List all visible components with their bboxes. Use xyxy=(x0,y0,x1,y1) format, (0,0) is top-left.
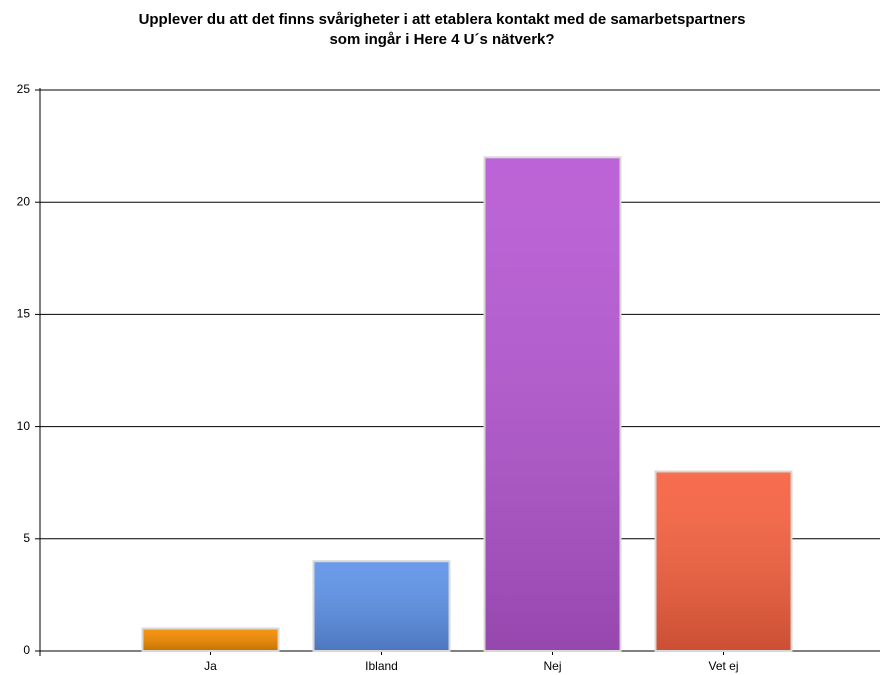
x-tick-label: Ja xyxy=(204,659,217,673)
x-tick-label: Ibland xyxy=(365,659,398,673)
bar xyxy=(654,470,793,653)
chart-title: Upplever du att det finns svårigheter i … xyxy=(139,11,746,28)
y-tick-label: 10 xyxy=(17,419,31,433)
bar xyxy=(483,156,622,652)
y-tick-label: 25 xyxy=(17,82,31,96)
y-tick-label: 5 xyxy=(23,531,30,545)
y-tick-label: 0 xyxy=(23,643,30,657)
y-tick-label: 20 xyxy=(17,194,31,208)
x-tick-label: Nej xyxy=(543,659,561,673)
bar xyxy=(141,627,280,652)
chart-title: som ingår i Here 4 U´s nätverk? xyxy=(329,31,554,48)
y-tick-label: 15 xyxy=(17,307,31,321)
bar xyxy=(312,560,451,652)
x-tick-label: Vet ej xyxy=(708,659,738,673)
